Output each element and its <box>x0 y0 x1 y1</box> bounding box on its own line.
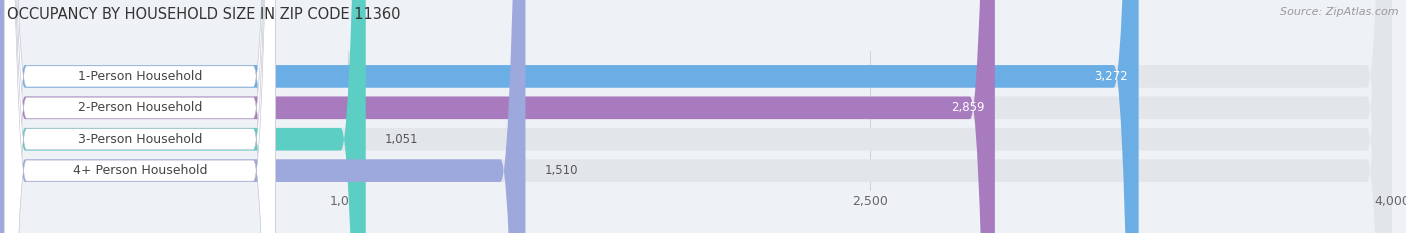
Text: 4+ Person Household: 4+ Person Household <box>73 164 207 177</box>
Text: 2,859: 2,859 <box>950 101 984 114</box>
FancyBboxPatch shape <box>4 0 276 233</box>
Text: 1-Person Household: 1-Person Household <box>77 70 202 83</box>
Text: 2-Person Household: 2-Person Household <box>77 101 202 114</box>
Text: 3-Person Household: 3-Person Household <box>77 133 202 146</box>
FancyBboxPatch shape <box>4 0 276 233</box>
FancyBboxPatch shape <box>0 0 366 233</box>
Text: Source: ZipAtlas.com: Source: ZipAtlas.com <box>1281 7 1399 17</box>
FancyBboxPatch shape <box>0 0 526 233</box>
Text: 1,051: 1,051 <box>385 133 419 146</box>
FancyBboxPatch shape <box>4 0 276 233</box>
Text: 1,510: 1,510 <box>544 164 578 177</box>
FancyBboxPatch shape <box>4 0 276 233</box>
Text: OCCUPANCY BY HOUSEHOLD SIZE IN ZIP CODE 11360: OCCUPANCY BY HOUSEHOLD SIZE IN ZIP CODE … <box>7 7 401 22</box>
FancyBboxPatch shape <box>0 0 995 233</box>
Text: 3,272: 3,272 <box>1094 70 1128 83</box>
FancyBboxPatch shape <box>0 0 1139 233</box>
